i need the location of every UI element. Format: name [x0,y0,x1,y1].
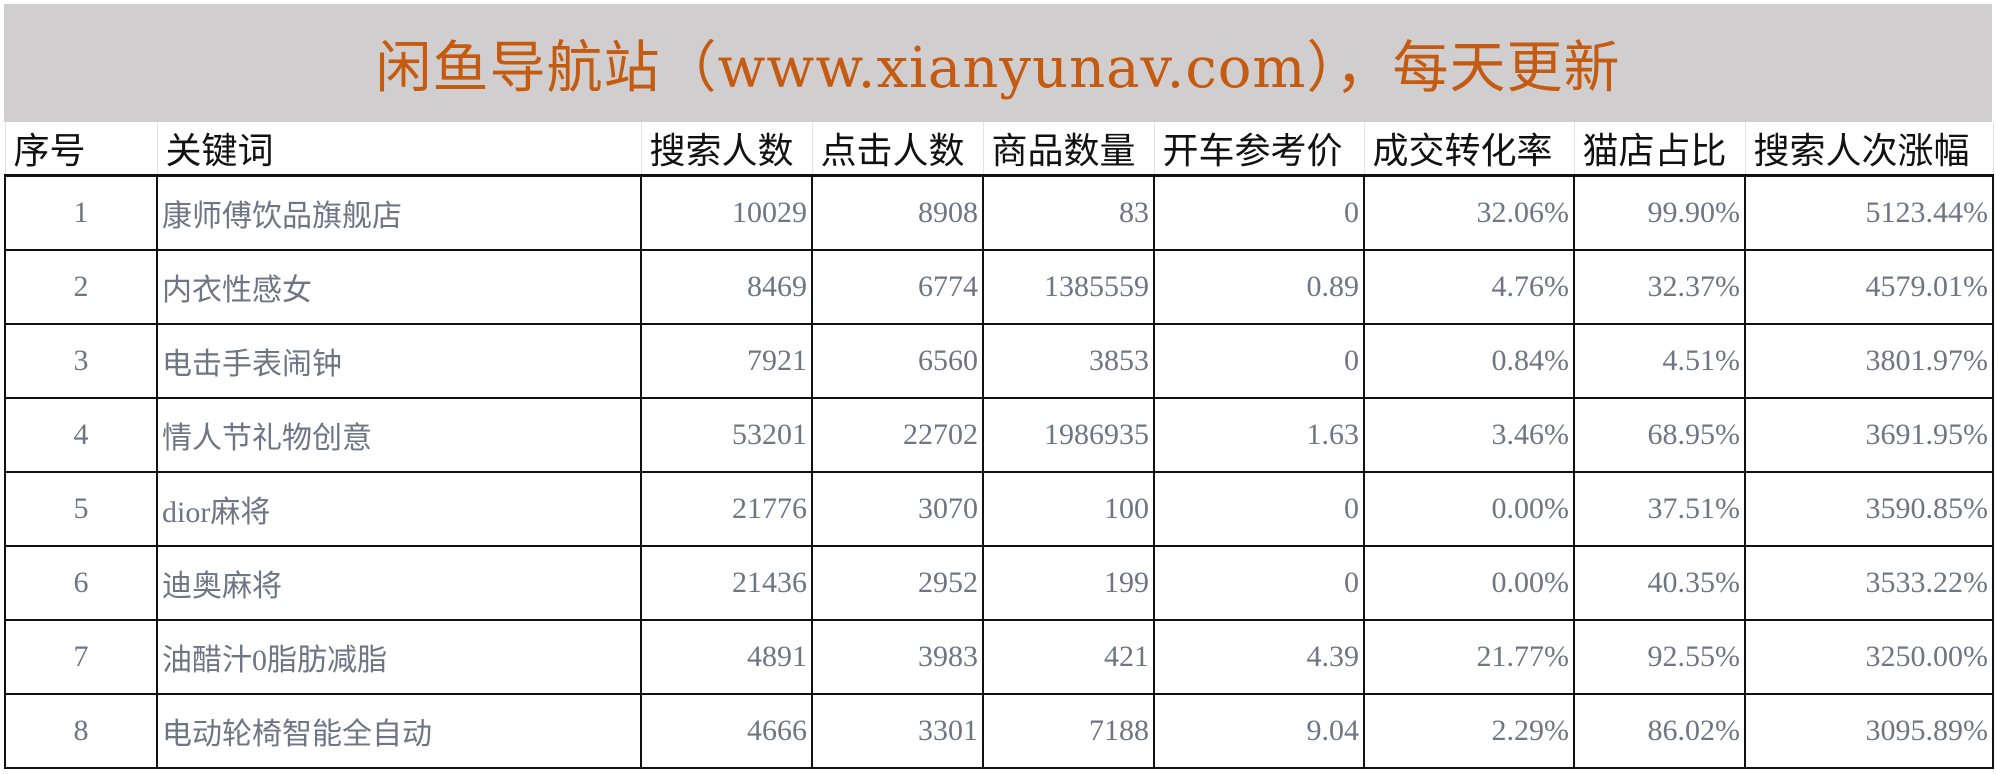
cell-keyword: dior麻将 [156,471,642,547]
cell-search-growth: 3590.85% [1744,471,1994,547]
cell-ad-price: 9.04 [1153,693,1365,769]
cell-product-count: 1986935 [982,397,1155,473]
cell-clickers: 6774 [811,249,984,325]
table-row: 6 迪奥麻将 21436 2952 199 0 0.00% 40.35% 353… [4,545,1994,621]
cell-keyword: 油醋汁0脂肪减脂 [156,619,642,695]
cell-index: 6 [4,545,158,621]
header-row: 序号 关键词 搜索人数 点击人数 商品数量 开车参考价 成交转化率 猫店占比 搜… [4,122,1994,177]
column-header-clickers: 点击人数 [811,122,984,177]
cell-index: 7 [4,619,158,695]
cell-conversion-rate: 3.46% [1363,397,1575,473]
cell-index: 5 [4,471,158,547]
cell-search-growth: 5123.44% [1744,174,1994,251]
cell-keyword: 电击手表闹钟 [156,323,642,399]
cell-conversion-rate: 0.00% [1363,471,1575,547]
cell-index: 2 [4,249,158,325]
cell-search-growth: 3250.00% [1744,619,1994,695]
table-row: 3 电击手表闹钟 7921 6560 3853 0 0.84% 4.51% 38… [4,323,1994,399]
cell-searchers: 21436 [640,545,813,621]
page-title: 闲鱼导航站（www.xianyunav.com），每天更新 [375,35,1621,101]
cell-ad-price: 0 [1153,323,1365,399]
cell-conversion-rate: 32.06% [1363,174,1575,251]
cell-keyword: 内衣性感女 [156,249,642,325]
cell-product-count: 1385559 [982,249,1155,325]
cell-ad-price: 0 [1153,471,1365,547]
cell-ad-price: 0 [1153,174,1365,251]
cell-conversion-rate: 21.77% [1363,619,1575,695]
cell-conversion-rate: 4.76% [1363,249,1575,325]
cell-conversion-rate: 0.00% [1363,545,1575,621]
cell-tmall-share: 86.02% [1573,693,1746,769]
cell-index: 3 [4,323,158,399]
column-header-index: 序号 [4,122,158,177]
cell-tmall-share: 4.51% [1573,323,1746,399]
keyword-table: 序号 关键词 搜索人数 点击人数 商品数量 开车参考价 成交转化率 猫店占比 搜… [4,122,1994,769]
cell-clickers: 22702 [811,397,984,473]
cell-searchers: 10029 [640,174,813,251]
cell-ad-price: 0.89 [1153,249,1365,325]
cell-index: 8 [4,693,158,769]
cell-product-count: 3853 [982,323,1155,399]
cell-searchers: 7921 [640,323,813,399]
column-header-searchers: 搜索人数 [640,122,813,177]
column-header-tmall-share: 猫店占比 [1573,122,1746,177]
column-header-product-count: 商品数量 [982,122,1155,177]
table-row: 7 油醋汁0脂肪减脂 4891 3983 421 4.39 21.77% 92.… [4,619,1994,695]
cell-ad-price: 4.39 [1153,619,1365,695]
cell-tmall-share: 99.90% [1573,174,1746,251]
cell-ad-price: 0 [1153,545,1365,621]
cell-searchers: 53201 [640,397,813,473]
cell-keyword: 情人节礼物创意 [156,397,642,473]
table-row: 4 情人节礼物创意 53201 22702 1986935 1.63 3.46%… [4,397,1994,473]
cell-product-count: 100 [982,471,1155,547]
cell-tmall-share: 37.51% [1573,471,1746,547]
cell-index: 4 [4,397,158,473]
cell-conversion-rate: 2.29% [1363,693,1575,769]
column-header-keyword: 关键词 [156,122,642,177]
cell-tmall-share: 40.35% [1573,545,1746,621]
cell-clickers: 6560 [811,323,984,399]
column-header-search-growth: 搜索人次涨幅 [1744,122,1994,177]
cell-searchers: 21776 [640,471,813,547]
cell-search-growth: 3533.22% [1744,545,1994,621]
cell-ad-price: 1.63 [1153,397,1365,473]
table-row: 5 dior麻将 21776 3070 100 0 0.00% 37.51% 3… [4,471,1994,547]
cell-clickers: 8908 [811,174,984,251]
cell-search-growth: 4579.01% [1744,249,1994,325]
title-banner: 闲鱼导航站（www.xianyunav.com），每天更新 [4,4,1992,122]
cell-index: 1 [4,174,158,251]
cell-clickers: 3070 [811,471,984,547]
cell-keyword: 康师傅饮品旗舰店 [156,174,642,251]
table-row: 1 康师傅饮品旗舰店 10029 8908 83 0 32.06% 99.90%… [4,174,1994,251]
cell-clickers: 3301 [811,693,984,769]
cell-product-count: 7188 [982,693,1155,769]
table-row: 8 电动轮椅智能全自动 4666 3301 7188 9.04 2.29% 86… [4,693,1994,769]
cell-tmall-share: 68.95% [1573,397,1746,473]
cell-searchers: 8469 [640,249,813,325]
column-header-ad-price: 开车参考价 [1153,122,1365,177]
cell-tmall-share: 32.37% [1573,249,1746,325]
cell-search-growth: 3691.95% [1744,397,1994,473]
cell-tmall-share: 92.55% [1573,619,1746,695]
cell-search-growth: 3095.89% [1744,693,1994,769]
cell-clickers: 3983 [811,619,984,695]
cell-searchers: 4891 [640,619,813,695]
cell-keyword: 电动轮椅智能全自动 [156,693,642,769]
cell-product-count: 421 [982,619,1155,695]
table-row: 2 内衣性感女 8469 6774 1385559 0.89 4.76% 32.… [4,249,1994,325]
cell-searchers: 4666 [640,693,813,769]
cell-keyword: 迪奥麻将 [156,545,642,621]
cell-product-count: 199 [982,545,1155,621]
cell-search-growth: 3801.97% [1744,323,1994,399]
cell-product-count: 83 [982,174,1155,251]
cell-conversion-rate: 0.84% [1363,323,1575,399]
column-header-conversion-rate: 成交转化率 [1363,122,1575,177]
cell-clickers: 2952 [811,545,984,621]
